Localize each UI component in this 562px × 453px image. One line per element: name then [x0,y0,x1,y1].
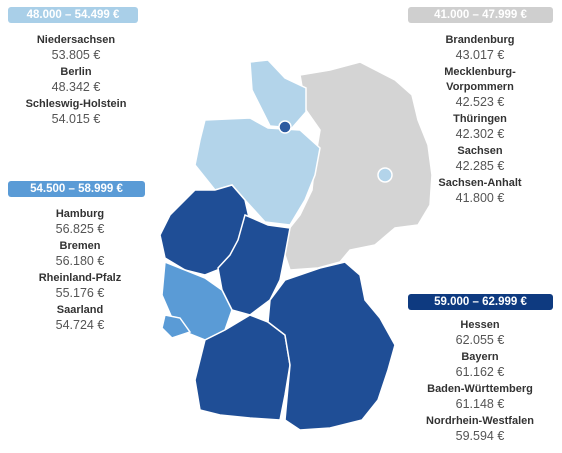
state-list: Brandenburg 43.017 € Mecklenburg- Vorpomme… [400,31,560,206]
region-hamburg [278,120,292,134]
state-value: 42.302 € [455,127,505,141]
state-value: 55.176 € [55,286,105,300]
state-name: Rheinland-Pfalz [38,272,122,284]
state-name: Schleswig-Holstein [25,98,127,110]
range-badge: 59.000 – 62.999 € [408,294,553,310]
state-name: Niedersachsen [36,34,116,46]
range-badge: 41.000 – 47.999 € [408,7,553,23]
state-name: Saarland [56,304,104,316]
state-name: Berlin [60,66,92,78]
state-name: Thüringen [453,113,507,125]
state-name: Bremen [59,240,101,252]
region-by [267,261,396,431]
state-value: 59.594 € [455,429,505,443]
state-value: 56.825 € [55,222,105,236]
state-value: 62.055 € [455,333,505,347]
state-name: Bayern [461,351,499,363]
state-value: 56.180 € [55,254,105,268]
state-name: Sachsen-Anhalt [438,177,522,189]
state-value: 41.800 € [455,191,505,205]
state-value: 42.523 € [455,95,505,109]
state-list: Hamburg 56.825 € Bremen 56.180 € Rheinland-P… [0,205,160,333]
region-sh [249,59,307,129]
range-badge: 48.000 – 54.499 € [8,7,138,23]
range-badge: 54.500 – 58.999 € [8,181,145,197]
state-value: 48.342 € [51,80,101,94]
state-value: 43.017 € [455,48,505,62]
state-value: 61.148 € [455,397,505,411]
region-berlin [377,167,393,183]
state-value: 42.285 € [455,159,505,173]
state-value: 61.162 € [455,365,505,379]
state-value: 53.805 € [51,48,101,62]
region-bw [194,314,291,421]
state-name: Hamburg [55,208,105,220]
state-list: Hessen 62.055 € Bayern 61.162 € Baden-Württe… [400,316,560,444]
region-sl [161,314,192,339]
state-value: 54.724 € [55,318,105,332]
state-name: Sachsen [457,145,503,157]
state-name: Brandenburg [445,34,515,46]
state-name: Nordrhein-Westfalen [426,415,534,427]
state-name: Hessen [460,319,500,331]
state-value: 54.015 € [51,112,101,126]
state-name: Mecklenburg- Vorpommern [444,66,516,93]
state-name: Baden-Württemberg [427,383,533,395]
state-list: Niedersachsen 53.805 € Berlin 48.342 € Schle… [0,31,156,127]
